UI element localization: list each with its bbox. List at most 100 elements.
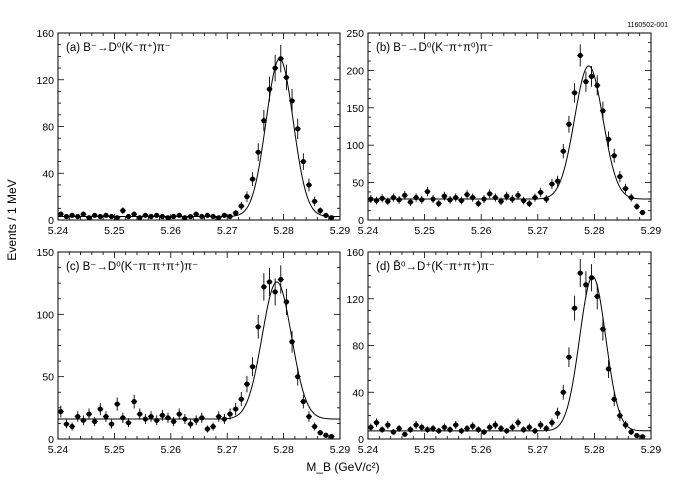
- plot-frame: [367, 32, 652, 221]
- data-point: [295, 126, 301, 132]
- data-point: [108, 213, 115, 220]
- data-point: [142, 212, 149, 218]
- data-point: [634, 203, 640, 210]
- x-tick-label: 5.27: [528, 225, 549, 237]
- data-point: [249, 176, 256, 182]
- data-point: [210, 213, 216, 220]
- data-point: [577, 52, 583, 59]
- data-point: [125, 213, 132, 220]
- data-point: [555, 410, 561, 416]
- data-point: [566, 121, 572, 127]
- data-point: [255, 324, 261, 330]
- data-point: [453, 422, 459, 428]
- data-point: [396, 425, 402, 432]
- data-point: [481, 429, 487, 435]
- data-point: [566, 354, 572, 360]
- data-point: [560, 389, 566, 395]
- data-point: [458, 197, 464, 204]
- data-point: [447, 427, 453, 433]
- data-point: [368, 424, 374, 430]
- data-point: [154, 212, 160, 218]
- x-tick-label: 5.27: [217, 444, 238, 456]
- x-tick-label: 5.28: [273, 225, 294, 237]
- data-point: [549, 420, 555, 426]
- data-point: [504, 193, 510, 199]
- y-tick-label: 120: [36, 75, 54, 87]
- data-point: [470, 194, 476, 201]
- data-point: [430, 196, 436, 202]
- data-point: [526, 424, 532, 430]
- data-point: [272, 65, 278, 71]
- data-point: [628, 194, 634, 201]
- data-point: [402, 431, 408, 437]
- data-point: [328, 433, 335, 440]
- data-point: [120, 415, 126, 421]
- x-tick-label: 5.25: [414, 225, 435, 237]
- data-point: [419, 197, 425, 203]
- data-point: [58, 408, 64, 415]
- data-point: [521, 427, 527, 433]
- data-point: [385, 198, 391, 204]
- data-point: [430, 425, 436, 432]
- data-point: [289, 98, 295, 104]
- data-point: [622, 185, 629, 192]
- data-point: [92, 212, 98, 218]
- data-point: [583, 282, 589, 288]
- data-point: [560, 148, 566, 154]
- data-point: [396, 197, 402, 203]
- data-point: [58, 211, 64, 217]
- y-tick-label: 0: [358, 434, 364, 446]
- data-point: [204, 426, 211, 432]
- x-tick-label: 5.24: [358, 444, 379, 456]
- y-tick-label: 50: [42, 372, 54, 384]
- panel-b: 5.24 5.25 5.26 5.27 5.28 5.29 0 50 100 150 200 250 (…: [346, 28, 661, 237]
- y-tick-label: 100: [346, 140, 364, 152]
- data-point: [278, 276, 284, 283]
- data-point: [475, 200, 481, 207]
- x-tick-label: 5.29: [330, 444, 351, 456]
- data-point: [594, 82, 600, 88]
- x-tick-label: 5.26: [161, 225, 182, 237]
- data-point: [227, 213, 233, 220]
- data-point: [458, 428, 464, 434]
- x-tick-label: 5.28: [584, 444, 605, 456]
- data-point: [75, 213, 81, 220]
- data-point: [538, 422, 544, 428]
- data-point: [216, 413, 222, 420]
- data-point: [492, 194, 498, 201]
- data-point: [142, 416, 149, 422]
- data-point: [600, 326, 606, 332]
- data-point: [481, 196, 487, 202]
- data-point: [210, 423, 216, 430]
- data-point: [171, 418, 177, 425]
- data-point: [182, 215, 188, 221]
- data-point: [571, 305, 578, 311]
- data-point: [323, 432, 329, 438]
- y-tick-label: 200: [346, 65, 364, 77]
- data-point: [571, 90, 578, 96]
- x-tick-label: 5.29: [641, 225, 662, 237]
- data-point: [379, 427, 385, 433]
- data-point: [227, 411, 233, 417]
- y-tick-label: 80: [42, 122, 54, 134]
- data-point: [419, 424, 425, 430]
- data-point: [238, 203, 244, 209]
- data-point: [538, 189, 544, 195]
- data-point: [617, 174, 623, 180]
- data-point: [509, 424, 515, 430]
- data-point: [328, 215, 335, 221]
- data-point: [605, 366, 612, 372]
- data-point: [171, 213, 177, 220]
- data-point: [436, 428, 442, 434]
- data-point: [453, 194, 459, 201]
- data-point: [402, 192, 408, 198]
- data-point: [464, 425, 470, 432]
- data-point: [283, 299, 290, 305]
- data-point: [272, 289, 278, 295]
- panel-title: (a) B⁻→D⁰(K⁻π⁺)π⁻: [66, 42, 171, 54]
- data-point: [373, 197, 380, 204]
- data-point: [617, 413, 623, 419]
- panel-a: 5.24 5.25 5.26 5.27 5.28 5.29 0 40 80 120 160 (a) B…: [36, 28, 350, 237]
- y-tick-label: 150: [346, 103, 364, 115]
- data-point: [498, 425, 504, 432]
